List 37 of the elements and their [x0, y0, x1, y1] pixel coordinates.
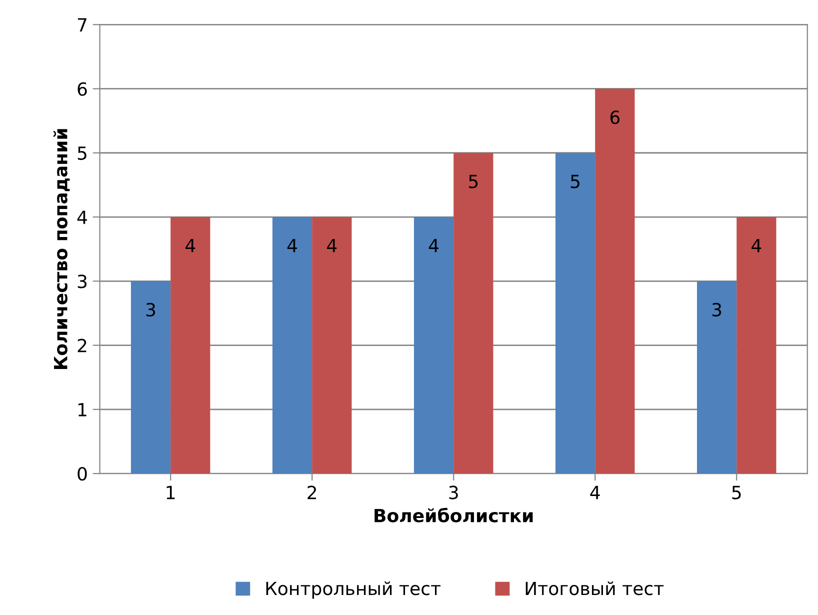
bar	[454, 152, 494, 474]
data-label: 5	[469, 174, 478, 188]
bar	[312, 217, 352, 474]
data-label: 3	[146, 302, 156, 317]
x-tick-label: 4	[590, 486, 600, 500]
y-tick-label: 4	[77, 210, 87, 224]
legend-label: Контрольный тест	[266, 581, 441, 599]
data-label: 6	[610, 110, 620, 124]
bar	[696, 281, 737, 474]
y-tick-label: 5	[78, 146, 86, 160]
data-label: 3	[712, 302, 722, 317]
y-tick-label: 3	[78, 274, 87, 288]
bar	[414, 217, 454, 474]
legend-label: Итоговый тест	[526, 581, 664, 596]
data-label: 4	[428, 238, 438, 252]
y-tick-label: 2	[78, 338, 86, 352]
bar	[595, 88, 635, 474]
x-tick-label: 3	[449, 486, 458, 500]
data-label: 4	[327, 238, 337, 252]
x-tick-label: 5	[732, 486, 741, 500]
y-axis-title: Количество попаданий	[53, 129, 70, 369]
data-label: 5	[570, 174, 580, 188]
data-label: 4	[752, 238, 762, 252]
bar	[736, 217, 776, 474]
y-tick-label: 1	[78, 403, 86, 416]
x-axis-title: Волейболистки	[374, 508, 533, 522]
data-label: 4	[186, 238, 196, 252]
data-label: 4	[287, 238, 297, 252]
y-tick-label: 7	[78, 18, 86, 32]
y-tick-label: 6	[78, 82, 87, 96]
x-tick-label: 2	[308, 486, 316, 500]
y-tick-label: 0	[78, 467, 87, 481]
bar	[130, 281, 171, 474]
bar	[170, 217, 210, 474]
bar	[555, 152, 596, 474]
bar	[272, 217, 312, 474]
x-tick-label: 1	[166, 486, 175, 500]
